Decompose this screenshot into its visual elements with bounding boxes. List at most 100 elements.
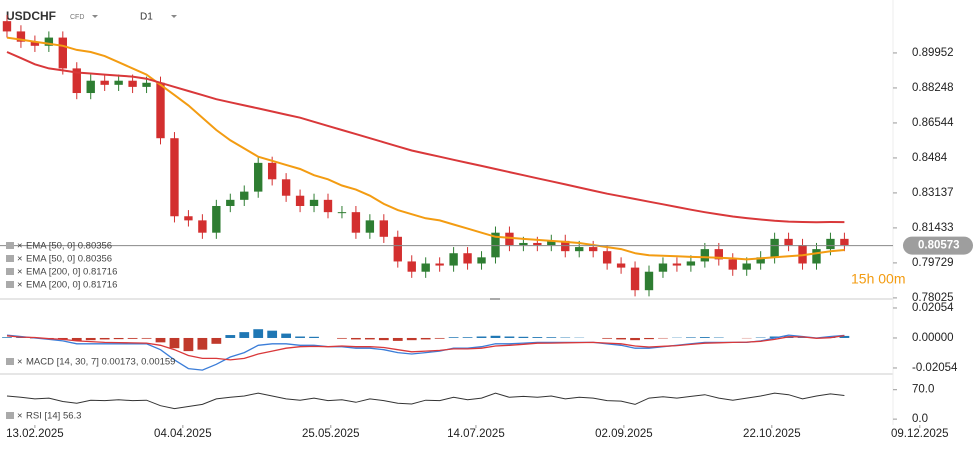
ema-line xyxy=(6,51,845,224)
macd-histogram-bar xyxy=(420,337,431,340)
candle-body xyxy=(756,257,765,264)
y-tick-label: 0.81433 xyxy=(912,222,954,234)
macd-histogram-bar xyxy=(518,336,529,338)
macd-histogram-bar xyxy=(378,337,389,341)
macd-histogram-bar xyxy=(616,337,626,340)
candle-body xyxy=(309,199,319,206)
macd-histogram-bar xyxy=(406,337,417,341)
macd-histogram-bar xyxy=(392,337,403,341)
macd-histogram-bar xyxy=(295,336,305,338)
legend-entry[interactable]: × EMA [200, 0] 0.81716 xyxy=(6,280,117,291)
macd-histogram-bar xyxy=(490,335,501,338)
candle-body xyxy=(407,261,416,272)
macd-histogram-bar xyxy=(351,337,361,340)
legend-close: × xyxy=(17,357,23,368)
candle-body xyxy=(575,247,584,252)
candle-body xyxy=(267,162,277,180)
legend-label: EMA [50, 0] 0.80356 xyxy=(26,254,112,265)
legend-label: EMA [50, 0] 0.80356 xyxy=(26,241,112,252)
macd-histogram-bar xyxy=(267,330,278,338)
x-tick-label: 04.04.2025 xyxy=(154,428,212,440)
legend-close: × xyxy=(17,254,23,265)
legend-entry[interactable]: × RSI [14] 56.3 xyxy=(6,411,81,422)
macd-histogram-bar xyxy=(197,337,208,350)
candle-body xyxy=(2,21,12,32)
candle-body xyxy=(630,267,640,291)
candle-body xyxy=(128,80,137,87)
candle-body xyxy=(114,80,123,85)
candle-body xyxy=(337,212,347,214)
legend-close: × xyxy=(17,280,23,291)
timeframe-dropdown[interactable] xyxy=(171,15,177,18)
legend-icon xyxy=(6,242,14,249)
candle-body xyxy=(240,191,249,200)
candle-body xyxy=(30,41,40,46)
candle-body xyxy=(812,249,821,264)
candle-body xyxy=(295,195,305,206)
candle-body xyxy=(156,82,165,139)
candle-body xyxy=(170,138,179,217)
macd-histogram-bar xyxy=(434,337,445,339)
macd-line xyxy=(6,334,845,371)
macd-histogram-bar xyxy=(141,337,152,339)
y-tick-label: 70.0 xyxy=(912,384,934,396)
y-tick-label: 0.88248 xyxy=(912,82,954,94)
legend-entry[interactable]: × EMA [50, 0] 0.80356 xyxy=(6,241,112,252)
legend-label: EMA [200, 0] 0.81716 xyxy=(26,267,117,278)
candle-body xyxy=(672,263,682,266)
y-tick-label: 0.83137 xyxy=(912,187,954,199)
symbol[interactable]: USDCHF xyxy=(6,9,56,23)
macd-histogram-bar xyxy=(839,335,850,338)
candle-body xyxy=(365,220,375,233)
x-tick-label: 13.02.2025 xyxy=(6,428,64,440)
candle-body xyxy=(742,263,751,270)
candle-body xyxy=(491,232,500,258)
candle-body xyxy=(728,259,737,270)
macd-histogram-bar xyxy=(169,337,180,349)
macd-histogram-bar xyxy=(644,337,654,340)
candle-body xyxy=(393,236,402,262)
timeframe[interactable]: D1 xyxy=(140,12,153,23)
macd-histogram-bar xyxy=(239,332,250,338)
legend-label: RSI [14] 56.3 xyxy=(26,411,81,422)
candle-body xyxy=(798,245,807,264)
y-tick-label: 0.8484 xyxy=(912,152,948,164)
y-tick-label: 0.02054 xyxy=(912,302,954,314)
candle-body xyxy=(533,242,542,246)
legend-entry[interactable]: × MACD [14, 30, 7] 0.00173, 0.00159 xyxy=(6,357,175,368)
legend-label: EMA [200, 0] 0.81716 xyxy=(26,280,117,291)
candle-body xyxy=(477,257,486,264)
candle-body xyxy=(226,199,235,206)
legend-entry[interactable]: × EMA [50, 0] 0.80356 xyxy=(6,254,112,265)
x-tick-label: 09.12.2025 xyxy=(891,428,949,440)
legend-icon xyxy=(6,255,14,262)
candle-body xyxy=(616,263,626,268)
macd-histogram-bar xyxy=(504,336,515,338)
candle-body xyxy=(700,249,710,262)
pane-resize-handle[interactable] xyxy=(490,298,500,300)
y-tick-label: 0.78025 xyxy=(912,292,954,304)
instrument-type: CFD xyxy=(70,14,84,21)
x-tick-label: 02.09.2025 xyxy=(595,428,653,440)
candle-body xyxy=(100,80,109,85)
macd-histogram-bar xyxy=(99,337,110,340)
y-tick-label: 0.79729 xyxy=(912,257,954,269)
y-tick-label: -0.02054 xyxy=(912,362,958,374)
macd-histogram-bar xyxy=(769,336,780,338)
candle-body xyxy=(58,37,67,69)
macd-histogram-bar xyxy=(113,337,124,340)
y-tick-label: 0.86544 xyxy=(912,117,954,129)
candle-body xyxy=(86,80,95,94)
ema-line xyxy=(6,36,845,261)
macd-histogram-bar xyxy=(309,336,319,338)
symbol-dropdown[interactable] xyxy=(92,15,98,18)
candle-body xyxy=(435,263,444,266)
legend-entry[interactable]: × EMA [200, 0] 0.81716 xyxy=(6,267,117,278)
macd-histogram-bar xyxy=(281,333,292,338)
macd-histogram-bar xyxy=(225,335,236,338)
last-price-badge xyxy=(903,236,973,255)
macd-histogram-bar xyxy=(71,337,82,341)
candle-body xyxy=(44,37,54,46)
macd-histogram-bar xyxy=(85,337,96,341)
